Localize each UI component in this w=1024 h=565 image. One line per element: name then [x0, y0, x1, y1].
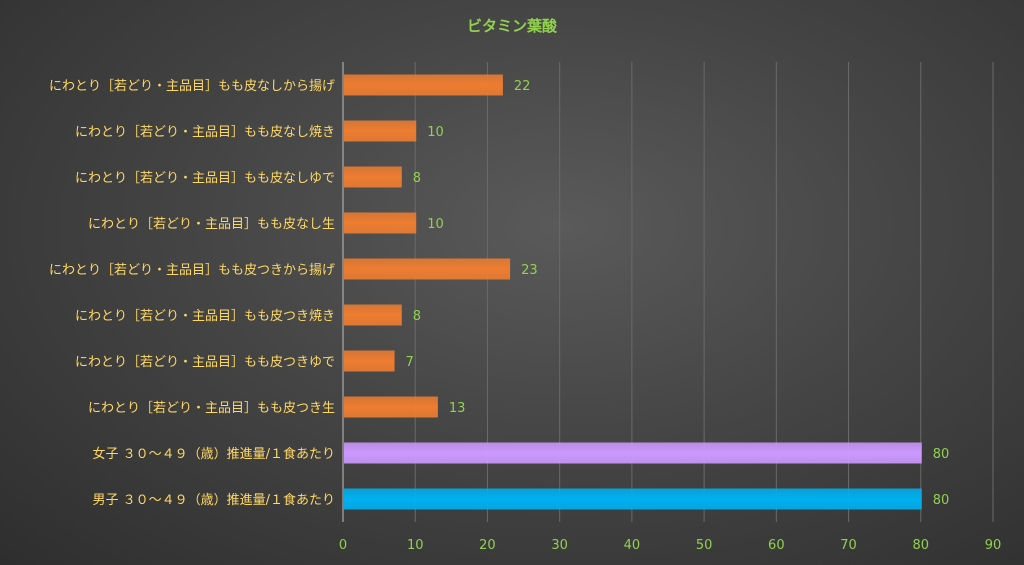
- category-label-8: 女子 ３０～４９（歳）推進量/１食あたり: [92, 446, 335, 462]
- bar-3: [344, 212, 417, 234]
- x-axis-ticks: 0 10 20 30 40 50 60 70 80 90: [339, 538, 1001, 553]
- bar-2: [344, 166, 402, 188]
- category-label-3: にわとり［若どり・主品目］もも皮なし生: [88, 216, 335, 232]
- category-label-2: にわとり［若どり・主品目］もも皮なしゆで: [75, 170, 335, 186]
- bar-4: [344, 258, 511, 280]
- data-label-4: 23: [521, 263, 538, 278]
- x-tick-label-20: 20: [479, 538, 496, 553]
- x-tick-label-0: 0: [339, 538, 347, 553]
- data-label-2: 8: [413, 171, 421, 186]
- category-label-0: にわとり［若どり・主品目］もも皮なしから揚げ: [49, 78, 335, 94]
- bar-5: [344, 304, 402, 326]
- bar-9: [344, 488, 922, 510]
- data-label-8: 80: [933, 447, 950, 462]
- x-tick-label-10: 10: [407, 538, 424, 553]
- category-label-7: にわとり［若どり・主品目］もも皮つき生: [88, 400, 335, 416]
- data-label-7: 13: [449, 401, 466, 416]
- data-label-9: 80: [933, 493, 950, 508]
- bar-0: [344, 74, 503, 96]
- x-tick-label-70: 70: [840, 538, 857, 553]
- x-tick-label-80: 80: [913, 538, 930, 553]
- category-label-5: にわとり［若どり・主品目］もも皮つき焼き: [75, 308, 335, 324]
- gridlines: [414, 62, 994, 522]
- data-label-0: 22: [514, 79, 531, 94]
- chart-title: ビタミン葉酸: [467, 17, 558, 35]
- x-tick-label-90: 90: [985, 538, 1002, 553]
- data-label-5: 8: [413, 309, 421, 324]
- bar-7: [344, 396, 438, 418]
- x-tick-label-40: 40: [624, 538, 641, 553]
- category-labels: にわとり［若どり・主品目］もも皮なしから揚げにわとり［若どり・主品目］もも皮なし…: [49, 78, 335, 508]
- data-label-1: 10: [427, 125, 444, 140]
- category-label-1: にわとり［若どり・主品目］もも皮なし焼き: [75, 124, 335, 140]
- x-tick-label-60: 60: [768, 538, 785, 553]
- bar-1: [344, 120, 417, 142]
- category-label-9: 男子 ３０～４９（歳）推進量/１食あたり: [92, 492, 335, 508]
- data-label-6: 7: [406, 355, 414, 370]
- bar-6: [344, 350, 395, 372]
- category-label-4: にわとり［若どり・主品目］もも皮つきから揚げ: [49, 262, 335, 278]
- category-label-6: にわとり［若どり・主品目］もも皮つきゆで: [75, 354, 335, 370]
- bar-8: [344, 442, 922, 464]
- data-labels: 22 10 8 10 23 8 7 13 80 80: [406, 79, 950, 508]
- x-tick-label-50: 50: [696, 538, 713, 553]
- data-label-3: 10: [427, 217, 444, 232]
- bars: [344, 74, 922, 510]
- x-tick-label-30: 30: [551, 538, 568, 553]
